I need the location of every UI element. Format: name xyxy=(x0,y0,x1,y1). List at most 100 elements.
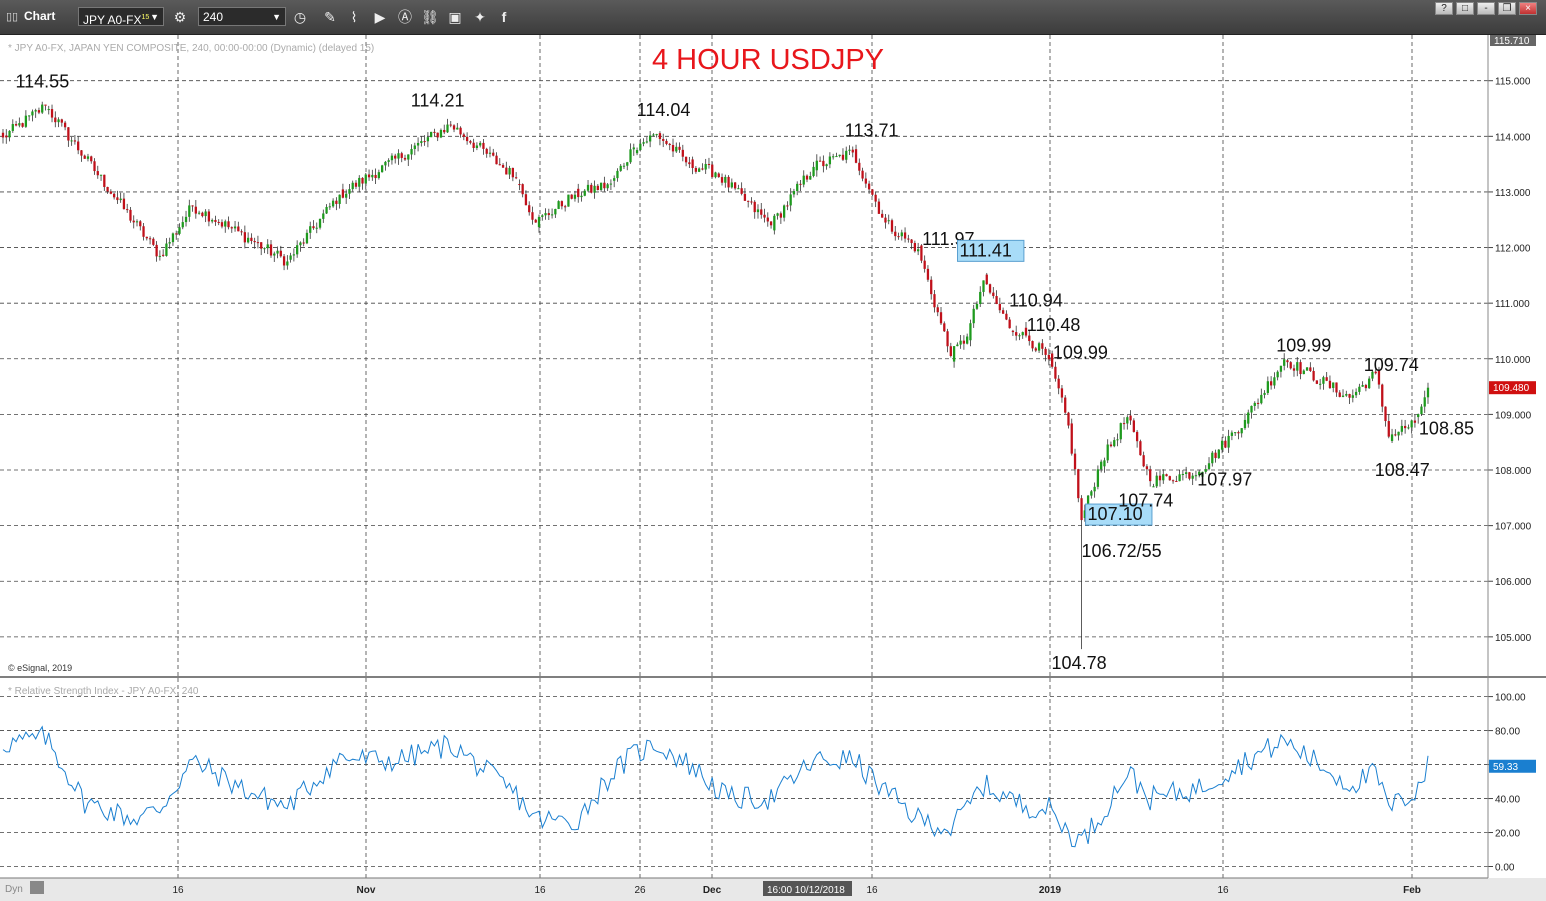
restore-button[interactable]: ❐ xyxy=(1498,2,1516,15)
candle-down xyxy=(988,284,992,293)
x-tick-label: 16 xyxy=(1217,885,1229,896)
x-tick-label: 16 xyxy=(172,885,184,896)
link-icon[interactable]: ⛓ xyxy=(421,9,439,25)
play-icon[interactable]: ▶ xyxy=(374,9,386,25)
candle-down xyxy=(854,149,858,163)
candle-up xyxy=(1086,495,1090,511)
candle-up xyxy=(263,248,266,250)
candle-down xyxy=(943,323,946,332)
help-button[interactable]: ? xyxy=(1435,2,1453,15)
candle-up xyxy=(86,156,90,159)
candle-up xyxy=(828,156,832,165)
candle-down xyxy=(946,331,949,347)
candle-down xyxy=(256,242,260,244)
maximize-panel-button[interactable]: □ xyxy=(1456,2,1474,15)
candle-down xyxy=(920,245,923,261)
candle-up xyxy=(1234,432,1237,434)
chevron-down-icon[interactable]: ▼ xyxy=(150,12,159,22)
alert-icon[interactable]: Ⓐ xyxy=(398,9,412,25)
candle-down xyxy=(534,219,537,223)
candle-up xyxy=(613,178,616,181)
clock-icon[interactable]: ◷ xyxy=(293,9,307,25)
facebook-icon[interactable]: f xyxy=(501,9,507,25)
interval-input[interactable]: 240 ▼ xyxy=(198,7,286,26)
candle-up xyxy=(916,249,920,252)
candle-down xyxy=(665,140,668,144)
price-highlight-box xyxy=(1085,503,1153,526)
candle-up xyxy=(972,308,975,324)
candle-down xyxy=(1008,319,1011,329)
candle-up xyxy=(479,142,482,146)
candle-down xyxy=(688,162,691,165)
candle-up xyxy=(619,165,622,171)
dynamic-label[interactable]: Dyn xyxy=(5,884,23,895)
candle-up xyxy=(508,167,511,175)
comment-icon[interactable]: ▣ xyxy=(448,9,462,25)
candle-down xyxy=(1064,397,1067,413)
candle-down xyxy=(96,171,99,176)
candle-up xyxy=(557,201,560,209)
candle-up xyxy=(1417,414,1420,418)
twitter-icon[interactable]: ✦ xyxy=(474,9,486,25)
pencil-icon[interactable]: ✎ xyxy=(324,9,336,25)
price-annotation: 109.99 xyxy=(1276,335,1331,355)
candle-up xyxy=(184,216,188,223)
candle-down xyxy=(122,198,126,210)
price-tick-label: 107.000 xyxy=(1495,522,1532,533)
x-tick-label: 16 xyxy=(534,885,546,896)
price-highlight-box xyxy=(957,239,1025,262)
candle-down xyxy=(1011,330,1015,333)
candle-down xyxy=(910,239,913,244)
minimize-button[interactable]: - xyxy=(1477,2,1495,15)
candle-down xyxy=(227,221,230,228)
candle-down xyxy=(1374,371,1377,374)
close-button[interactable]: × xyxy=(1519,2,1537,15)
candle-down xyxy=(129,209,132,221)
candle-up xyxy=(1276,371,1279,378)
candle-up xyxy=(635,150,639,154)
candle-up xyxy=(171,233,175,243)
candle-up xyxy=(1230,432,1234,436)
rsi-tick-label: 20.00 xyxy=(1495,829,1520,840)
candle-up xyxy=(1302,370,1305,375)
candle-down xyxy=(1328,380,1332,388)
price-tick-label: 113.000 xyxy=(1495,188,1531,199)
candle-up xyxy=(1096,469,1100,487)
candle-up xyxy=(28,115,31,117)
candle-down xyxy=(1080,498,1083,521)
candlestick-series xyxy=(1,101,1430,650)
price-tick-label: 112.000 xyxy=(1495,244,1531,255)
candle-down xyxy=(423,141,426,143)
candle-down xyxy=(841,154,845,160)
candle-down xyxy=(1060,388,1064,398)
candle-up xyxy=(331,200,335,207)
chevron-down-icon[interactable]: ▼ xyxy=(272,12,281,22)
candle-down xyxy=(884,217,887,223)
candle-down xyxy=(400,153,403,158)
candle-down xyxy=(707,163,711,165)
candle-down xyxy=(939,312,943,324)
settings-gear-icon[interactable]: ⚙ xyxy=(173,9,187,25)
candle-up xyxy=(567,194,570,207)
x-tick-label: 2019 xyxy=(1039,885,1062,896)
candle-up xyxy=(41,104,44,113)
candle-up xyxy=(652,134,655,136)
candle-down xyxy=(14,124,18,126)
candle-up xyxy=(825,164,828,167)
symbol-input[interactable]: JPY A0-FX15 ▼ xyxy=(78,7,164,27)
candle-down xyxy=(253,240,256,243)
candle-up xyxy=(704,163,707,170)
candle-up xyxy=(1400,425,1403,432)
line-study-icon[interactable]: ⌇ xyxy=(350,9,358,25)
candle-up xyxy=(554,208,557,215)
candle-down xyxy=(145,236,148,239)
candle-down xyxy=(1335,382,1338,393)
candle-down xyxy=(482,142,485,149)
price-annotation: 108.85 xyxy=(1419,419,1474,439)
candle-up xyxy=(773,215,776,231)
candle-up xyxy=(1113,440,1116,447)
lock-scale-icon[interactable] xyxy=(30,881,44,894)
candle-down xyxy=(1312,370,1315,381)
candle-down xyxy=(269,244,273,256)
